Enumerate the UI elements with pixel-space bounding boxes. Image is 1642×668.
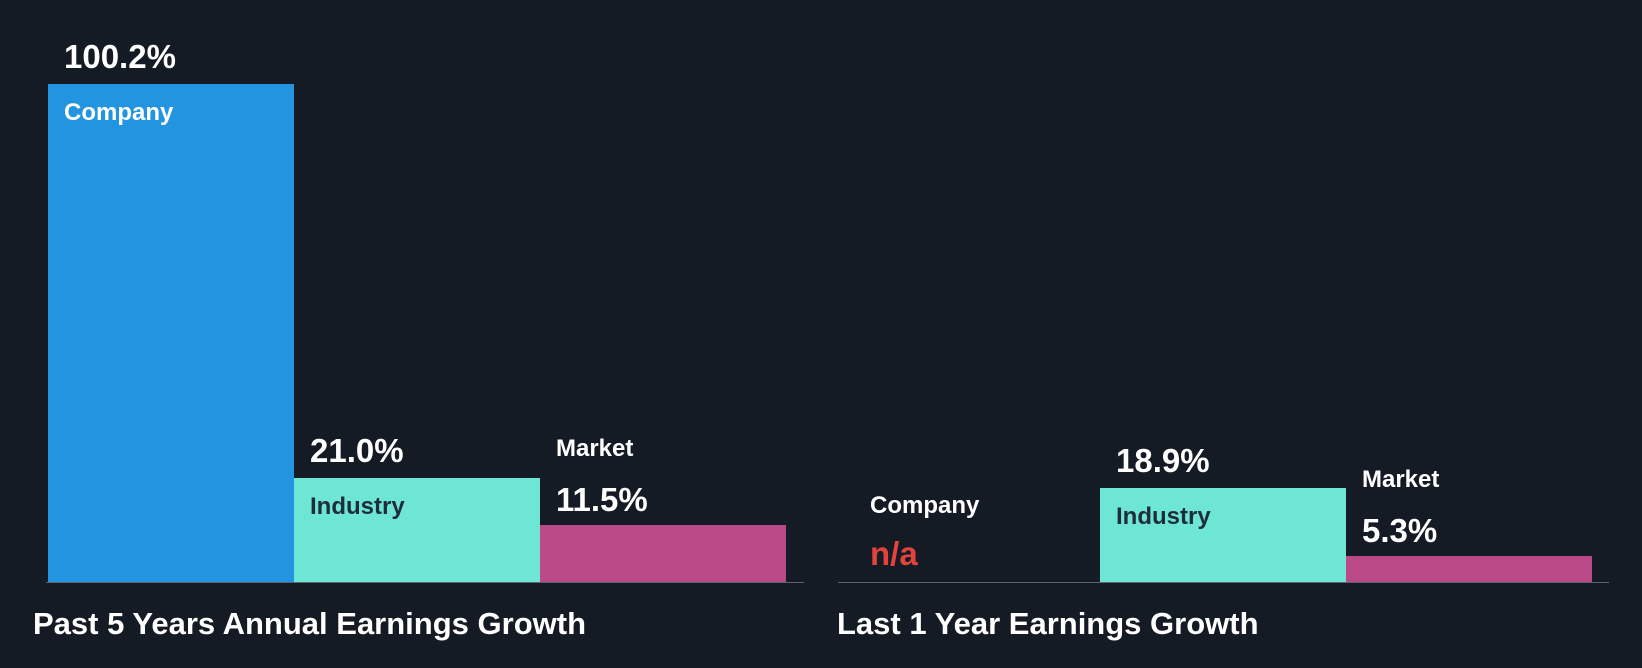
past-5-years-panel: Past 5 Years Annual Earnings Growth Comp… (0, 0, 820, 668)
company-value-label: 100.2% (64, 38, 176, 75)
industry-label: Industry (1116, 503, 1211, 530)
axis-baseline (838, 582, 1609, 583)
industry-bar (1100, 488, 1346, 582)
market-label: Market (1362, 466, 1440, 493)
chart-title: Past 5 Years Annual Earnings Growth (33, 606, 587, 641)
last-1-year-panel: Last 1 Year Earnings Growth Company n/a In… (820, 0, 1642, 668)
company-label: Company (870, 492, 980, 519)
industry-value-label: 18.9% (1116, 442, 1210, 479)
industry-bar (294, 478, 540, 582)
market-value-label: 5.3% (1362, 512, 1438, 549)
market-label: Market (556, 435, 634, 462)
company-bar (48, 84, 294, 582)
industry-label: Industry (310, 493, 405, 520)
industry-value-label: 21.0% (310, 432, 404, 469)
company-value-label: n/a (870, 535, 918, 572)
market-value-label: 11.5% (556, 481, 648, 518)
market-bar (540, 525, 786, 582)
chart-title: Last 1 Year Earnings Growth (837, 606, 1259, 641)
market-bar (1346, 556, 1592, 582)
axis-baseline (46, 582, 804, 583)
company-label: Company (64, 99, 174, 126)
